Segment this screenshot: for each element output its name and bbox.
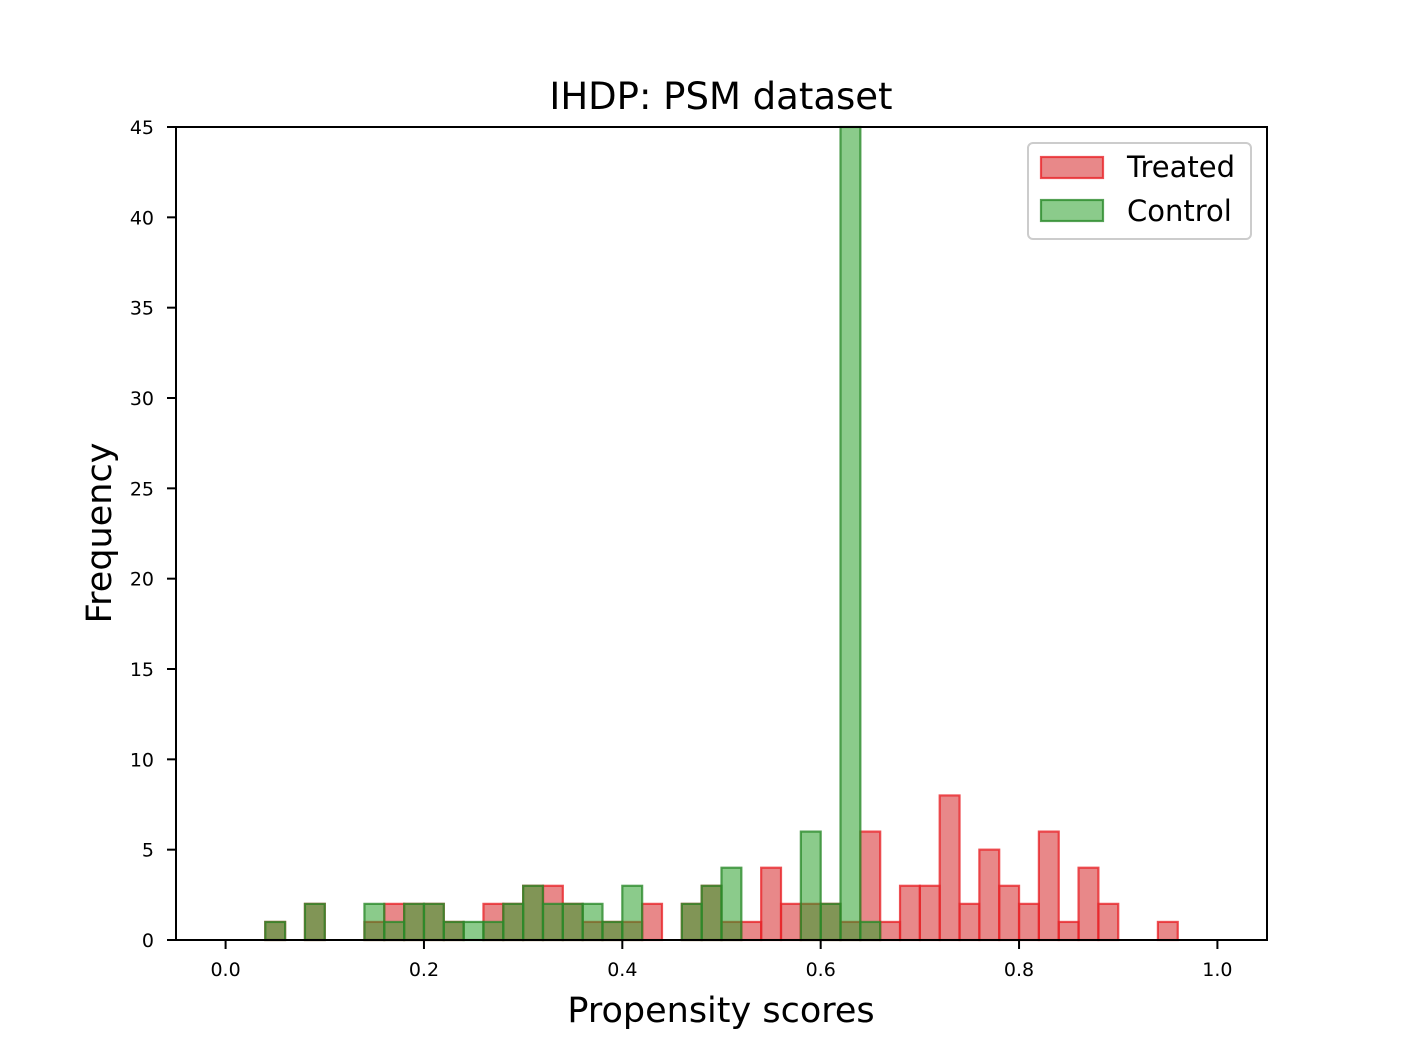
- bar-control-1: [303, 902, 326, 942]
- x-tick-label-5: 1.0: [1202, 959, 1232, 981]
- bar-treated-38: [1156, 920, 1179, 942]
- bar-treated-31: [978, 848, 1001, 942]
- y-tick-label-3: 15: [130, 659, 154, 681]
- bar-treated-20: [760, 866, 783, 942]
- y-tick-label-8: 40: [130, 207, 154, 229]
- y-tick-label-2: 10: [130, 749, 154, 771]
- bar-treated-27: [898, 884, 921, 942]
- y-tick-label-0: 0: [142, 930, 154, 952]
- bar-treated-34: [1037, 830, 1060, 942]
- histogram-bars: [264, 125, 1179, 942]
- bar-control-20: [819, 902, 842, 942]
- bar-control-3: [383, 920, 406, 942]
- bar-control-0: [264, 920, 287, 942]
- bar-treated-26: [879, 920, 902, 942]
- bar-control-2: [363, 902, 386, 942]
- bar-treated-35: [1057, 920, 1080, 942]
- bar-treated-28: [918, 884, 941, 942]
- bar-control-17: [700, 884, 723, 942]
- bar-treated-30: [958, 902, 981, 942]
- bar-control-12: [561, 902, 584, 942]
- x-tick-label-1: 0.2: [409, 959, 439, 981]
- x-axis-ticks: 0.0 0.2 0.4 0.6 0.8 1.0: [210, 940, 1233, 981]
- bar-control-13: [581, 902, 604, 942]
- legend-swatch-control: [1039, 198, 1105, 223]
- y-tick-label-5: 25: [130, 478, 154, 500]
- legend: Treated Control: [1027, 142, 1252, 240]
- y-tick-label-4: 20: [130, 569, 154, 591]
- axes-frame: [175, 126, 1268, 941]
- bar-treated-37: [1097, 902, 1120, 942]
- legend-label-treated: Treated: [1126, 150, 1235, 184]
- legend-label-control: Control: [1127, 194, 1232, 228]
- y-tick-label-1: 5: [142, 840, 154, 862]
- bar-treated-29: [938, 794, 961, 942]
- y-tick-label-6: 30: [130, 388, 154, 410]
- y-axis-ticks: 0 5 10 15 20 25 30 35 40 45: [130, 117, 176, 952]
- bar-control-11: [541, 902, 564, 942]
- bar-control-18: [720, 866, 743, 942]
- bar-control-14: [601, 920, 624, 942]
- bar-treated-36: [1077, 866, 1100, 942]
- chart-title: IHDP: PSM dataset: [549, 75, 892, 118]
- x-axis-label: Propensity scores: [567, 991, 874, 1031]
- bar-treated-15: [641, 902, 664, 942]
- bar-control-5: [422, 902, 445, 942]
- bar-control-9: [502, 902, 525, 942]
- bar-treated-32: [998, 884, 1021, 942]
- bar-control-15: [621, 884, 644, 942]
- bar-control-6: [442, 920, 465, 942]
- bar-control-10: [522, 884, 545, 942]
- y-tick-label-9: 45: [130, 117, 154, 139]
- bar-control-19: [799, 830, 822, 942]
- bar-control-8: [482, 920, 505, 942]
- bar-control-16: [680, 902, 703, 942]
- y-tick-label-7: 35: [130, 298, 154, 320]
- bar-treated-21: [779, 902, 802, 942]
- x-tick-label-2: 0.4: [607, 959, 637, 981]
- bar-treated-19: [740, 920, 763, 942]
- y-axis-label: Frequency: [80, 443, 120, 624]
- x-tick-label-4: 0.8: [1004, 959, 1034, 981]
- legend-swatch-treated: [1039, 155, 1105, 180]
- bar-treated-33: [1017, 902, 1040, 942]
- bar-control-22: [859, 920, 882, 942]
- bar-control-4: [403, 902, 426, 942]
- x-tick-label-0: 0.0: [210, 959, 240, 981]
- bar-control-21: [839, 125, 862, 942]
- x-tick-label-3: 0.6: [806, 959, 836, 981]
- bar-control-7: [462, 920, 485, 942]
